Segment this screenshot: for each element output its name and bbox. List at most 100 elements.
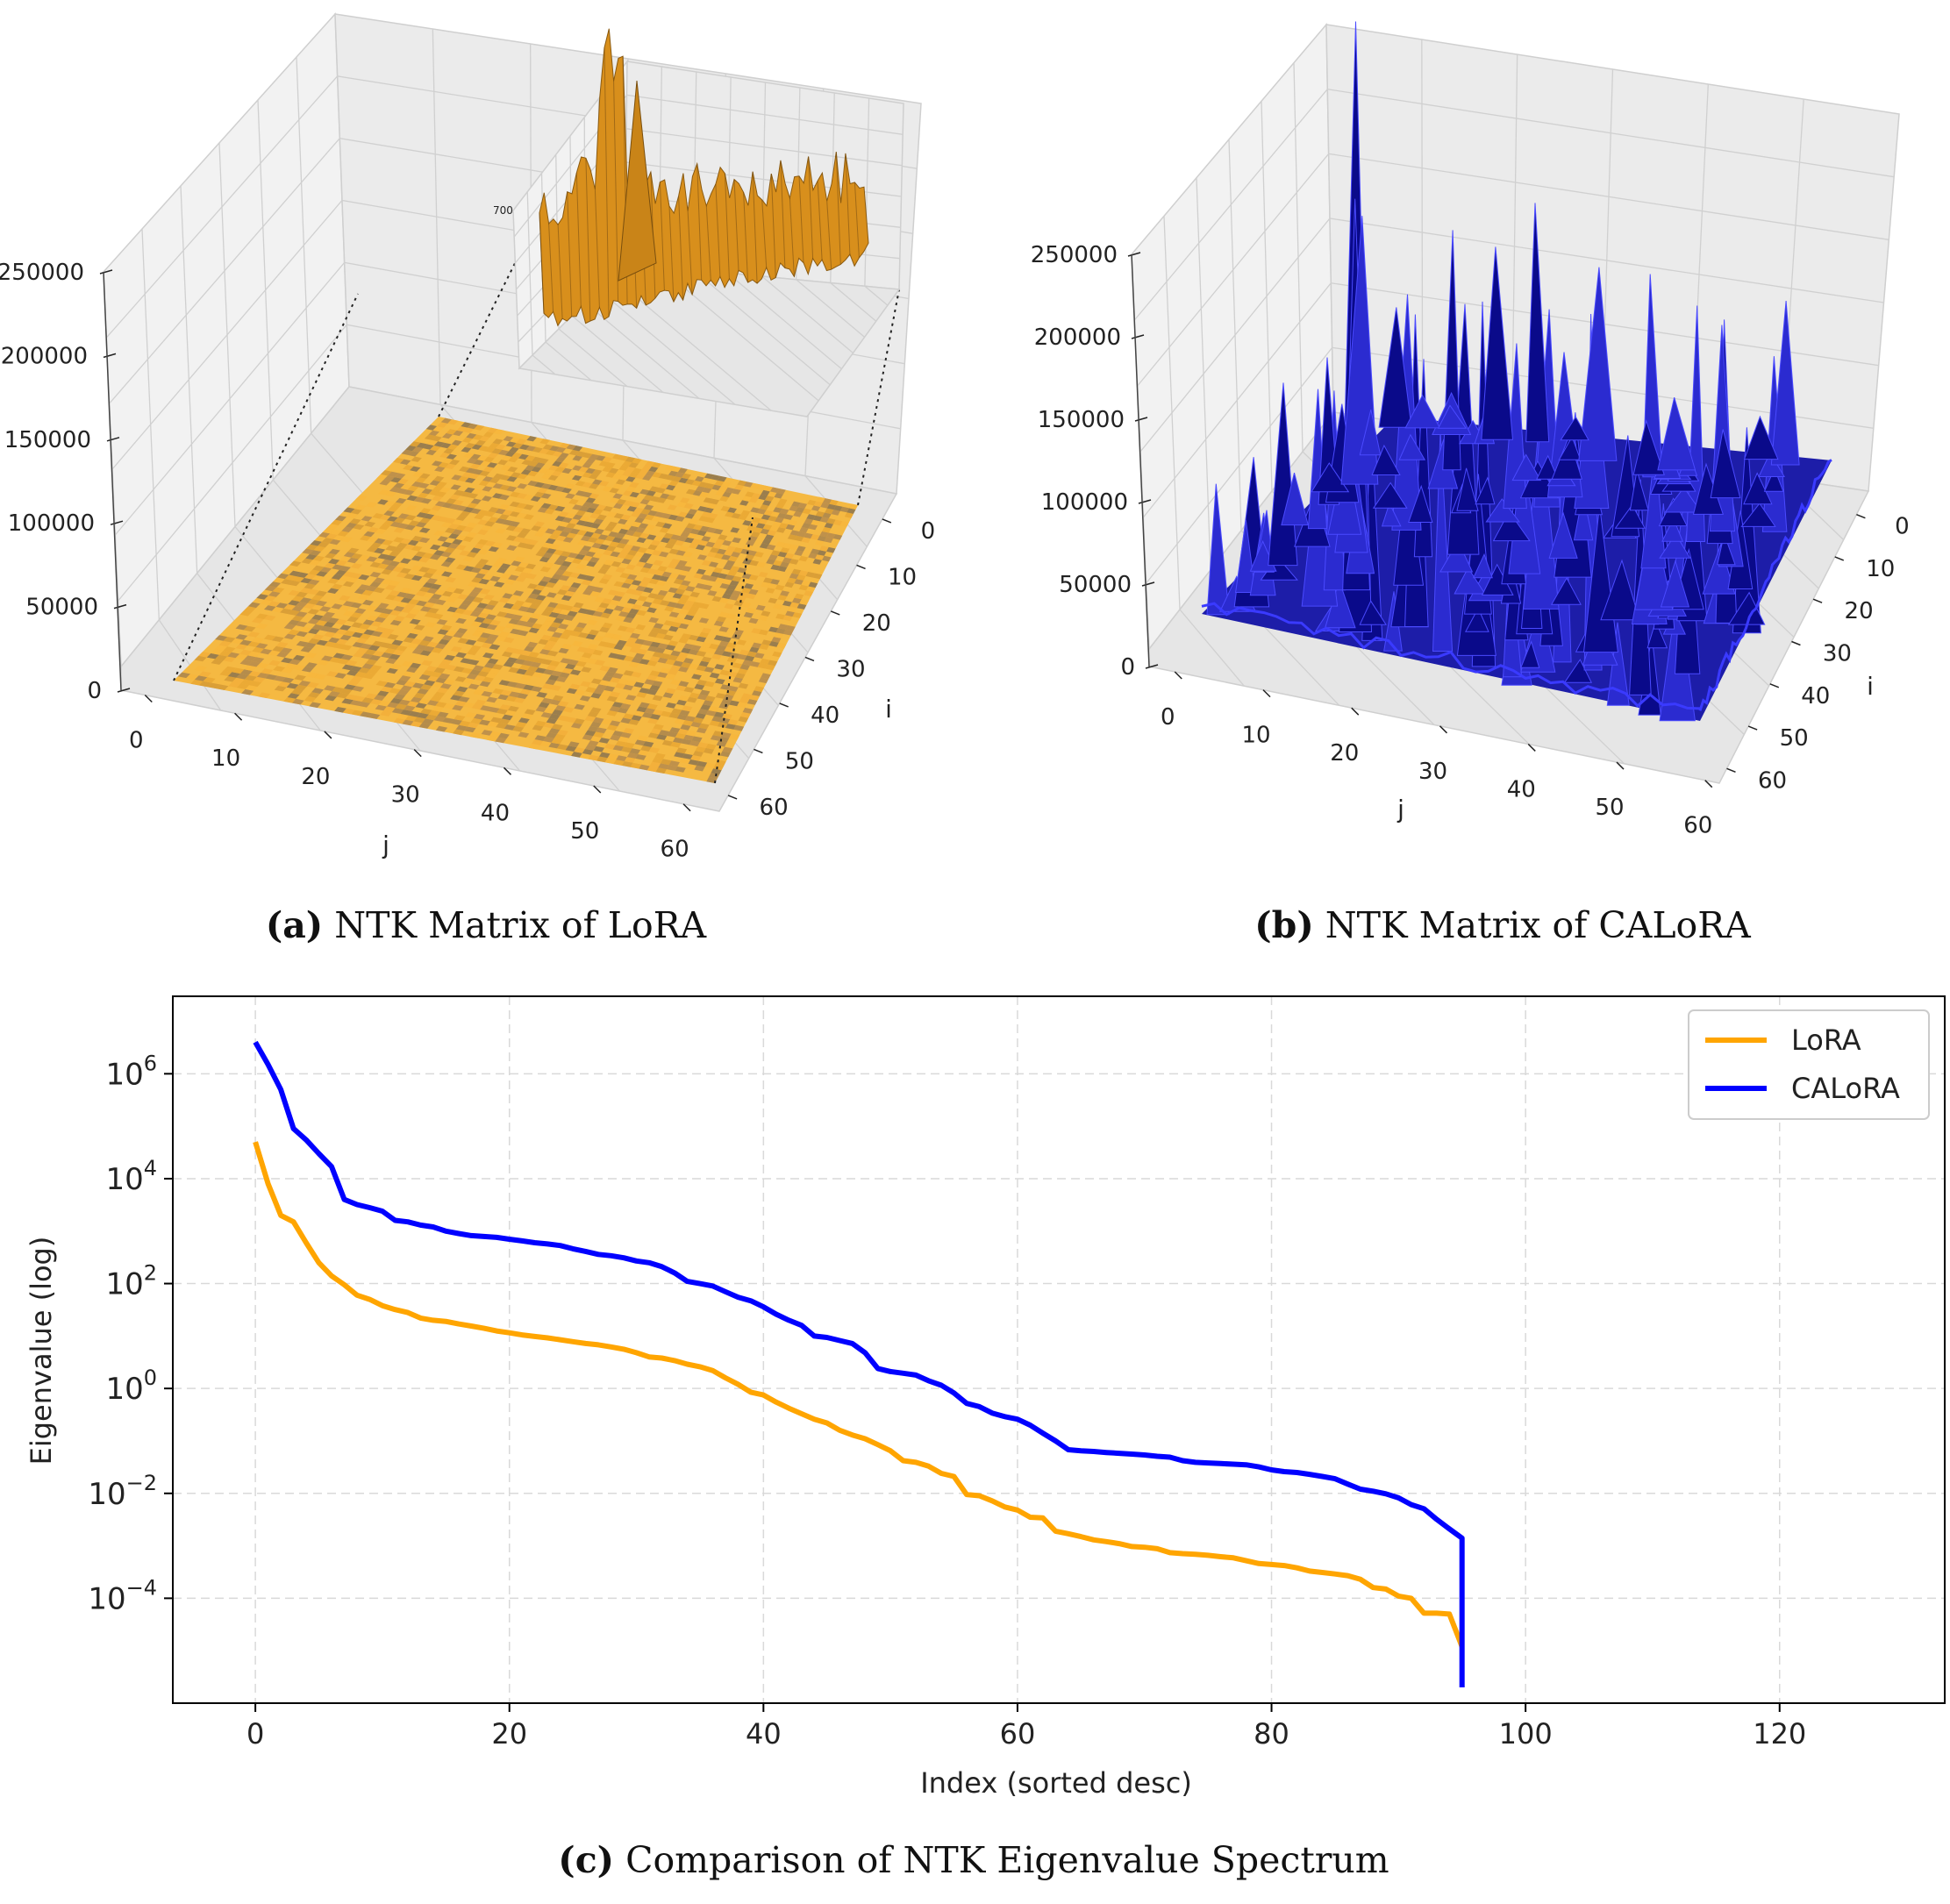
lora-surface-cell	[758, 615, 768, 621]
z-tick	[1145, 664, 1159, 669]
lora-surface-cell	[646, 607, 657, 613]
lora-surface-cell	[682, 705, 693, 712]
lora-surface-cell	[439, 487, 451, 493]
lora-surface-cell	[228, 681, 241, 688]
lora-surface-cell	[387, 702, 399, 709]
lora-surface-cell	[589, 474, 599, 480]
lora-surface-cell	[668, 669, 679, 675]
lora-surface-cell	[466, 552, 478, 558]
panel-c-caption-label: (c)	[558, 1839, 614, 1881]
lora-surface-cell	[713, 620, 725, 627]
lora-surface-cell	[423, 582, 434, 588]
lora-surface-cell	[237, 683, 249, 689]
lora-surface-cell	[518, 444, 530, 450]
lora-surface-cell	[304, 695, 317, 702]
inset-peak	[618, 80, 657, 282]
inset-surface-line	[789, 197, 795, 277]
lora-surface-cell	[344, 684, 356, 690]
panel-c-ylabel: Eigenvalue (log)	[25, 1237, 58, 1465]
lora-surface-cell	[374, 617, 386, 623]
lora-surface-cell	[446, 498, 457, 504]
lora-surface-cell	[466, 432, 477, 439]
lora-surface-cell	[754, 652, 765, 659]
lora-surface-cell	[206, 652, 219, 660]
lora-surface-cell	[705, 744, 717, 750]
lora-surface-cell	[453, 631, 465, 638]
lora-surface-cell	[454, 676, 467, 682]
lora-surface-cell	[512, 526, 524, 533]
lora-surface-cell	[418, 537, 431, 544]
lora-surface-cell	[340, 654, 354, 660]
lora-surface-cell	[606, 724, 618, 731]
lora-surface-cell	[396, 713, 409, 720]
lora-surface-cell	[689, 591, 700, 598]
lora-surface-cell	[419, 473, 431, 479]
lora-surface-cell	[690, 645, 702, 651]
lora-surface-cell	[805, 586, 816, 593]
lora-surface-cell	[453, 666, 465, 673]
lora-surface-cell	[578, 656, 590, 663]
lora-surface-cell	[345, 694, 357, 701]
lora-surface-cell	[499, 474, 511, 481]
lora-surface-cell	[539, 439, 550, 445]
lora-surface-cell	[326, 524, 339, 530]
lora-surface-cell	[472, 596, 484, 603]
inset-surface-line	[585, 158, 591, 322]
lora-surface-cell	[645, 470, 655, 477]
lora-surface-cell	[296, 602, 308, 608]
lora-surface-cell	[720, 731, 732, 738]
lora-surface-cell	[552, 695, 564, 702]
lora-surface-cell	[509, 691, 520, 698]
lora-surface-cell	[675, 685, 687, 691]
lora-surface-cell	[565, 512, 576, 519]
lora-surface-cell	[715, 577, 725, 583]
lora-surface-cell	[703, 497, 713, 503]
lora-surface-cell	[329, 657, 341, 663]
lora-surface-cell	[458, 603, 469, 610]
lora-surface-cell	[761, 673, 771, 680]
lora-surface-cell	[609, 541, 619, 547]
lora-surface-cell	[454, 715, 466, 721]
lora-surface-cell	[404, 603, 417, 610]
lora-surface-cell	[451, 612, 462, 618]
lora-surface-cell	[539, 567, 551, 573]
lora-surface-cell	[499, 563, 511, 569]
lora-surface-cell	[446, 453, 457, 460]
calora-surface-spike	[1508, 446, 1541, 574]
lora-surface-cell	[463, 427, 475, 433]
lora-surface-cell	[731, 513, 741, 519]
lora-surface-cell	[625, 476, 636, 482]
lora-surface-cell	[700, 574, 711, 581]
lora-surface-cell	[677, 536, 688, 542]
lora-surface-cell	[762, 500, 772, 506]
lora-surface-cell	[687, 595, 697, 603]
i-tick	[1747, 725, 1758, 731]
lora-surface-cell	[623, 699, 634, 705]
lora-surface-cell	[452, 519, 463, 525]
lora-surface-cell	[518, 731, 530, 738]
lora-surface-cell	[584, 730, 596, 737]
lora-surface-cell	[306, 544, 318, 551]
j-tick-label: 10	[1241, 723, 1270, 749]
lora-surface-cell	[780, 547, 790, 553]
lora-surface-cell	[607, 589, 618, 595]
lora-surface-cell	[725, 560, 736, 567]
lora-surface-cell	[535, 551, 546, 557]
lora-surface-cell	[525, 656, 537, 662]
lora-surface-cell	[794, 550, 804, 556]
inset-surface-line	[557, 225, 563, 319]
lora-surface-cell	[673, 737, 684, 744]
inset-projection-line	[173, 293, 359, 681]
lora-surface-cell	[364, 521, 376, 527]
grid-line	[830, 282, 877, 322]
lora-surface-cell	[461, 667, 473, 674]
lora-surface-cell	[512, 590, 525, 596]
lora-surface-cell	[366, 556, 378, 562]
lora-surface-cell	[785, 610, 795, 617]
lora-surface-cell	[714, 678, 725, 685]
lora-surface-cell	[758, 677, 769, 684]
lora-surface-cell	[592, 469, 603, 475]
lora-surface-cell	[768, 516, 777, 522]
lora-surface-cell	[339, 634, 352, 641]
lora-surface-cell	[646, 688, 658, 695]
